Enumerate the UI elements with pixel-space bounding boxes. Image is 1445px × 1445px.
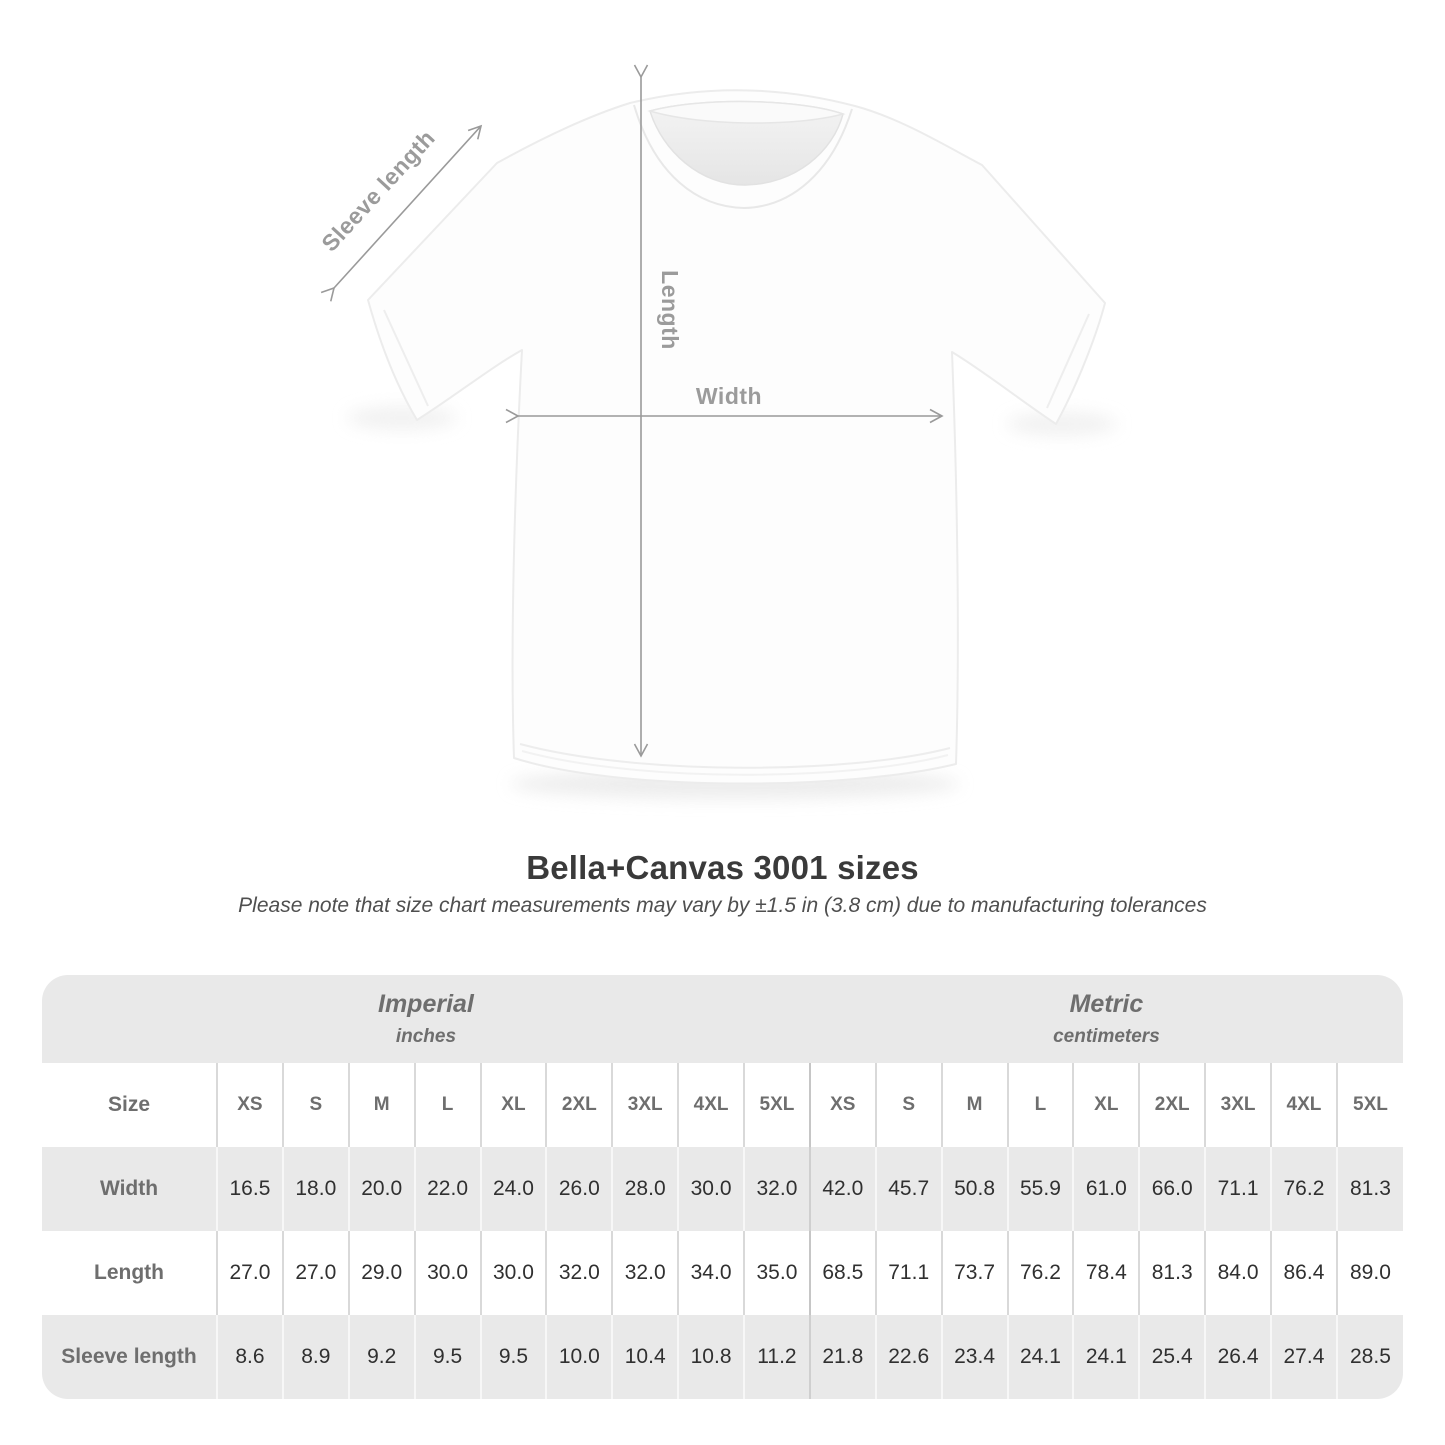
value-cell: 21.8	[808, 1315, 876, 1399]
value-cell: 18.0	[281, 1147, 349, 1231]
value-cell: 28.0	[611, 1147, 679, 1231]
size-col-metric-2xl: 2XL	[1138, 1063, 1206, 1147]
size-col-metric-3xl: 3XL	[1204, 1063, 1271, 1147]
value-cell: 76.2	[1270, 1147, 1337, 1231]
value-cell: 73.7	[940, 1231, 1008, 1315]
value-cell: 9.5	[479, 1315, 547, 1399]
value-cell: 81.3	[1138, 1231, 1206, 1315]
value-cell: 28.5	[1335, 1315, 1403, 1399]
tshirt-measurement-diagram: Sleeve length Length Width	[316, 64, 1117, 799]
value-cell: 50.8	[940, 1147, 1008, 1231]
value-cell: 71.1	[1204, 1147, 1271, 1231]
size-col-imperial-5xl: 5XL	[743, 1063, 810, 1147]
value-cell: 29.0	[347, 1231, 415, 1315]
value-cell: 45.7	[874, 1147, 942, 1231]
value-cell: 16.5	[216, 1147, 283, 1231]
value-cell: 34.0	[677, 1231, 744, 1315]
section-unit: inches	[395, 1026, 457, 1047]
size-col-metric-m: M	[940, 1063, 1008, 1147]
value-cell: 78.4	[1072, 1231, 1140, 1315]
row-label: Sleeve length	[42, 1315, 217, 1399]
value-cell: 9.5	[413, 1315, 481, 1399]
size-col-metric-xl: XL	[1072, 1063, 1140, 1147]
measurement-arrows	[320, 64, 944, 758]
row-label: Width	[42, 1147, 217, 1231]
value-cell: 25.4	[1138, 1315, 1206, 1399]
section-header-row: Imperial inches Metric centimeters	[42, 975, 1403, 1063]
value-cell: 11.2	[743, 1315, 810, 1399]
size-col-metric-4xl: 4XL	[1270, 1063, 1337, 1147]
value-cell: 32.0	[743, 1147, 810, 1231]
value-cell: 55.9	[1006, 1147, 1074, 1231]
value-cell: 27.4	[1270, 1315, 1337, 1399]
value-cell: 71.1	[874, 1231, 942, 1315]
value-cell: 27.0	[216, 1231, 283, 1315]
value-cell: 20.0	[347, 1147, 415, 1231]
tshirt-illustration	[367, 89, 1106, 785]
value-cell: 24.1	[1072, 1315, 1140, 1399]
value-cell: 86.4	[1270, 1231, 1337, 1315]
size-col-imperial-m: M	[347, 1063, 415, 1147]
value-cell: 89.0	[1335, 1231, 1403, 1315]
value-cell: 32.0	[545, 1231, 613, 1315]
page-title: Bella+Canvas 3001 sizes	[526, 849, 919, 886]
value-cell: 35.0	[743, 1231, 810, 1315]
section-label: Imperial	[378, 990, 474, 1018]
value-cell: 26.0	[545, 1147, 613, 1231]
value-cell: 30.0	[413, 1231, 481, 1315]
value-cell: 22.0	[413, 1147, 481, 1231]
value-cell: 8.9	[281, 1315, 349, 1399]
size-col-metric-s: S	[874, 1063, 942, 1147]
section-header-metric: Metric centimeters	[809, 975, 1403, 1063]
value-cell: 84.0	[1204, 1231, 1271, 1315]
size-col-imperial-2xl: 2XL	[545, 1063, 613, 1147]
value-cell: 9.2	[347, 1315, 415, 1399]
value-cell: 24.0	[479, 1147, 547, 1231]
value-cell: 23.4	[940, 1315, 1008, 1399]
value-cell: 81.3	[1335, 1147, 1403, 1231]
value-cell: 27.0	[281, 1231, 349, 1315]
value-cell: 66.0	[1138, 1147, 1206, 1231]
value-cell: 8.6	[216, 1315, 283, 1399]
size-col-imperial-xs: XS	[216, 1063, 283, 1147]
size-col-imperial-l: L	[413, 1063, 481, 1147]
value-cell: 24.1	[1006, 1315, 1074, 1399]
value-cell: 76.2	[1006, 1231, 1074, 1315]
size-col-imperial-4xl: 4XL	[677, 1063, 744, 1147]
row-label: Length	[42, 1231, 217, 1315]
table-row-length: Length 27.0 27.0 29.0 30.0 30.0 32.0 32.0 34.0 35…	[42, 1231, 1403, 1315]
tolerance-note: Please note that size chart measurements…	[238, 894, 1207, 917]
value-cell: 42.0	[808, 1147, 876, 1231]
value-cell: 10.8	[677, 1315, 744, 1399]
size-col-imperial-xl: XL	[479, 1063, 547, 1147]
size-col-metric-l: L	[1006, 1063, 1074, 1147]
value-cell: 61.0	[1072, 1147, 1140, 1231]
size-col-metric-5xl: 5XL	[1335, 1063, 1403, 1147]
size-col-metric-xs: XS	[808, 1063, 876, 1147]
value-cell: 10.4	[611, 1315, 679, 1399]
value-cell: 30.0	[677, 1147, 744, 1231]
value-cell: 30.0	[479, 1231, 547, 1315]
size-table: Imperial inches Metric centimeters Size XS S M L…	[42, 975, 1403, 1399]
value-cell: 26.4	[1204, 1315, 1271, 1399]
size-col-imperial-s: S	[281, 1063, 349, 1147]
sleeve-length-arrow	[320, 124, 483, 302]
table-row-width: Width 16.5 18.0 20.0 22.0 24.0 26.0 28.0 30.0 32.…	[42, 1147, 1403, 1231]
size-row-header: Size	[42, 1063, 217, 1147]
size-col-imperial-3xl: 3XL	[611, 1063, 679, 1147]
size-header-row: Size XS S M L XL 2XL 3XL 4XL 5XL XS S M L XL 2XL 3XL 4XL 5…	[42, 1063, 1403, 1147]
length-label: Length	[657, 270, 683, 350]
value-cell: 68.5	[808, 1231, 876, 1315]
value-cell: 22.6	[874, 1315, 942, 1399]
section-header-imperial: Imperial inches	[42, 975, 810, 1063]
value-cell: 32.0	[611, 1231, 679, 1315]
table-row-sleeve-length: Sleeve length 8.6 8.9 9.2 9.5 9.5 10.0 10.4 10.8…	[42, 1315, 1403, 1399]
value-cell: 10.0	[545, 1315, 613, 1399]
width-label: Width	[696, 383, 762, 409]
section-unit: centimeters	[1053, 1026, 1160, 1047]
section-label: Metric	[1069, 990, 1144, 1018]
